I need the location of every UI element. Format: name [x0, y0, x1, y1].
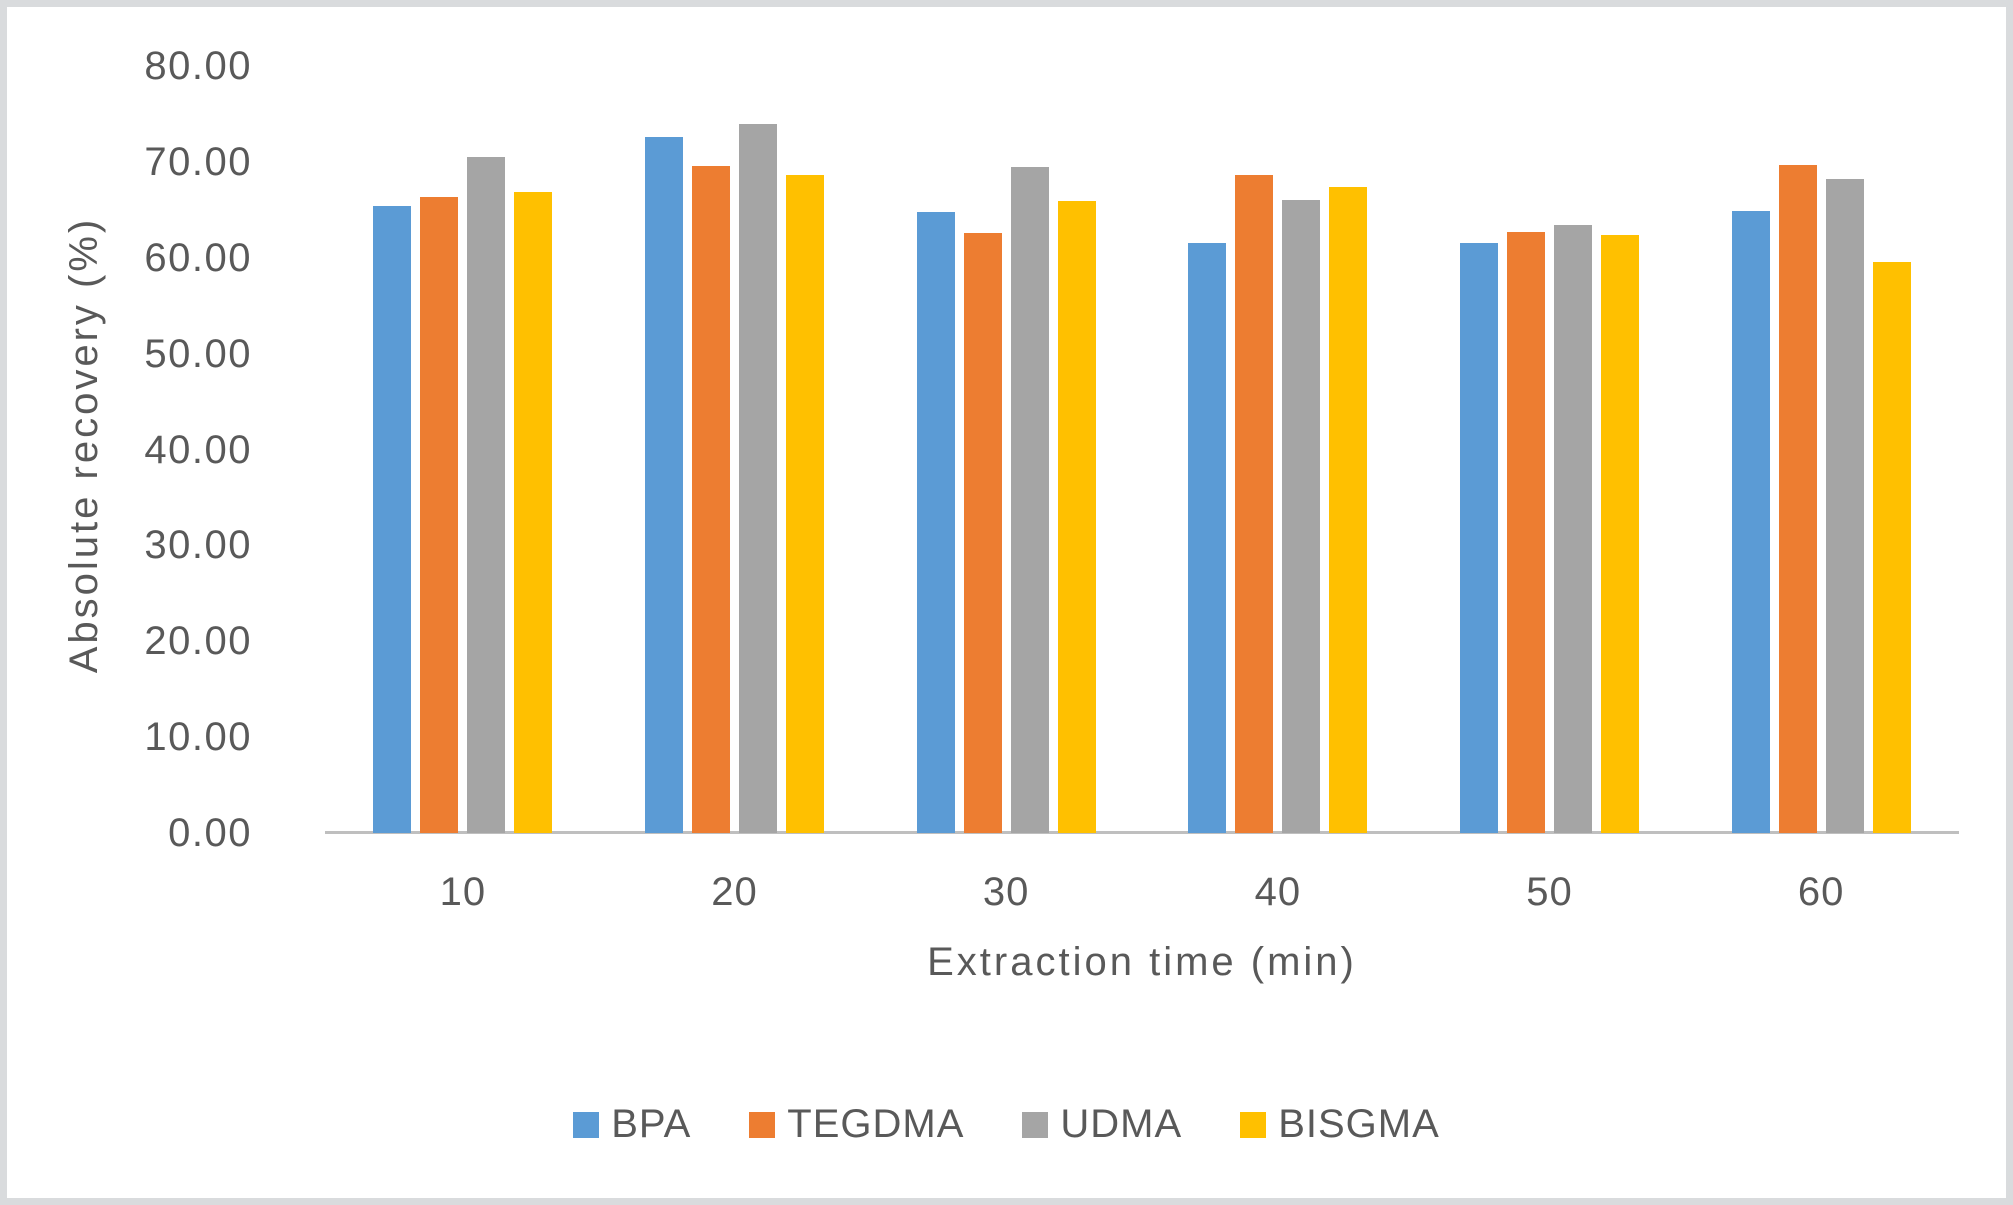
bar-bisgma-20: [786, 175, 824, 833]
bar-bisgma-60: [1872, 261, 1911, 833]
y-tick-label: 30.00: [144, 523, 252, 568]
bar-bisgma-10: [514, 191, 553, 833]
legend-label: UDMA: [1060, 1102, 1183, 1146]
x-tick-label: 60: [1797, 870, 1845, 914]
legend-marker-udma: [1022, 1111, 1049, 1138]
legend-label: TEGDMA: [787, 1102, 965, 1146]
bar-udma-20: [739, 124, 777, 833]
bar-udma-10: [467, 157, 506, 833]
legend-item-tegdma: TEGDMA: [749, 1102, 964, 1147]
x-axis-line: [325, 831, 1959, 834]
y-tick-label: 60.00: [144, 235, 252, 280]
legend-item-udma: UDMA: [1022, 1102, 1182, 1147]
y-tick-label: 80.00: [144, 44, 252, 88]
bar-bisgma-30: [1057, 201, 1096, 833]
x-tick-label: 40: [1254, 870, 1302, 914]
y-tick-label: 20.00: [144, 619, 252, 664]
bar-bpa-50: [1460, 243, 1498, 833]
bar-tegdma-40: [1235, 175, 1274, 833]
legend-marker-tegdma: [749, 1111, 776, 1138]
bar-tegdma-60: [1778, 164, 1817, 833]
bar-bpa-30: [916, 211, 955, 833]
legend-label: BPA: [611, 1102, 692, 1146]
bar-bpa-10: [373, 205, 412, 833]
legend-marker-bisgma: [1240, 1111, 1267, 1138]
legend-marker-bpa: [573, 1111, 600, 1138]
bar-udma-50: [1554, 225, 1592, 833]
bar-bpa-20: [645, 136, 683, 833]
bar-udma-30: [1010, 166, 1049, 833]
bar-bisgma-50: [1601, 234, 1639, 833]
y-tick-label: 40.00: [144, 427, 252, 472]
bar-bpa-40: [1188, 243, 1227, 833]
x-tick-label: 10: [439, 870, 487, 914]
bar-tegdma-50: [1507, 231, 1545, 833]
x-tick-label: 50: [1526, 870, 1573, 914]
y-tick-label: 70.00: [144, 139, 252, 184]
legend: BPA TEGDMA UDMA BISGMA: [7, 1102, 2006, 1147]
bar-tegdma-20: [692, 165, 730, 833]
y-tick-label: 10.00: [144, 715, 252, 760]
y-tick-label: 0.00: [168, 811, 252, 855]
y-tick-label: 50.00: [144, 331, 252, 376]
bar-udma-60: [1825, 179, 1864, 833]
bar-tegdma-30: [963, 232, 1002, 833]
bar-bisgma-40: [1329, 186, 1368, 833]
bar-bpa-60: [1731, 210, 1770, 833]
x-axis-title: Extraction time (min): [927, 940, 1357, 984]
legend-item-bpa: BPA: [573, 1102, 691, 1147]
bar-tegdma-10: [420, 197, 459, 833]
bar-udma-40: [1282, 200, 1321, 833]
legend-item-bisgma: BISGMA: [1240, 1102, 1440, 1147]
x-tick-label: 20: [711, 870, 758, 914]
x-tick-label: 30: [982, 870, 1030, 914]
legend-label: BISGMA: [1278, 1102, 1440, 1146]
